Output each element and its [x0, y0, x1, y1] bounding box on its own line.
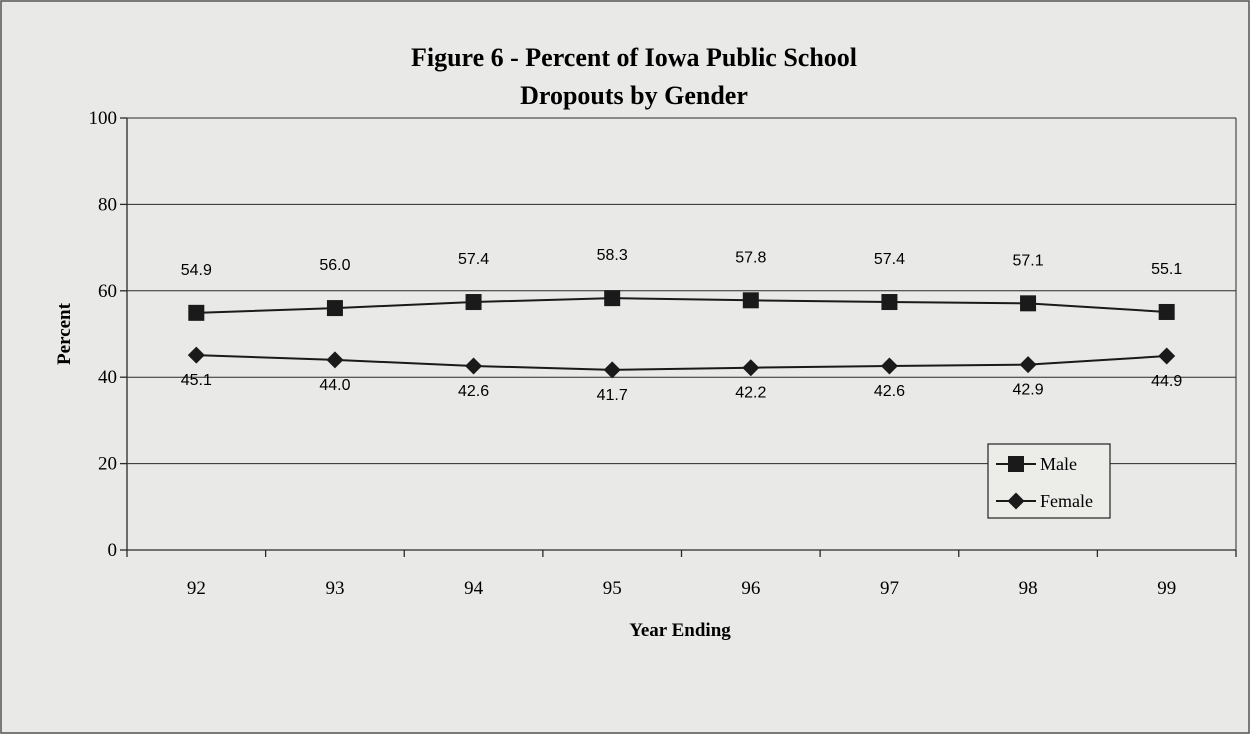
female-data-label-92: 45.1	[181, 372, 212, 389]
female-data-label-98: 42.9	[1012, 382, 1043, 399]
male-point-92	[188, 304, 205, 321]
y-tick-label-40: 40	[98, 367, 117, 388]
x-tick-label-97: 97	[880, 578, 899, 599]
y-axis-title: Percent	[54, 302, 75, 365]
female-point-95	[603, 361, 621, 379]
female-data-label-94: 42.6	[458, 383, 489, 400]
female-data-label-93: 44.0	[319, 377, 350, 394]
legend-label-male: Male	[1040, 454, 1077, 474]
male-series-line	[196, 297, 1167, 314]
male-data-label-99: 55.1	[1151, 261, 1182, 278]
male-point-93	[326, 300, 343, 317]
female-data-label-97: 42.6	[874, 383, 905, 400]
data-labels: 54.9 56.0 57.4 58.3 57.8 57.4 57.1 55.1 45.1 44.0…	[181, 247, 1183, 404]
female-data-label-96: 42.2	[735, 385, 766, 402]
male-point-95	[604, 290, 621, 307]
male-data-label-95: 58.3	[597, 247, 628, 264]
y-tick-label-0: 0	[108, 540, 118, 561]
female-point-98	[1019, 356, 1037, 374]
female-data-label-95: 41.7	[597, 387, 628, 404]
x-tick-label-98: 98	[1019, 578, 1038, 599]
female-point-96	[742, 359, 760, 377]
male-point-94	[465, 294, 482, 311]
y-tick-label-60: 60	[98, 281, 117, 302]
female-point-92	[187, 346, 205, 364]
female-point-94	[465, 357, 483, 375]
male-data-label-98: 57.1	[1012, 252, 1043, 269]
x-tick-label-96: 96	[741, 578, 760, 599]
male-data-label-96: 57.8	[735, 249, 766, 266]
x-tick-label-95: 95	[603, 578, 622, 599]
female-point-99	[1158, 347, 1176, 365]
legend-marker-female	[1007, 492, 1025, 510]
male-data-label-92: 54.9	[181, 262, 212, 279]
female-series-line	[196, 354, 1167, 371]
gridlines	[127, 117, 1236, 465]
female-data-label-99: 44.9	[1151, 373, 1182, 390]
male-point-97	[881, 294, 898, 311]
male-data-label-93: 56.0	[319, 257, 350, 274]
female-point-93	[326, 351, 344, 369]
male-data-label-94: 57.4	[458, 251, 489, 268]
legend: Male Female	[987, 443, 1111, 519]
x-tick-label-99: 99	[1157, 578, 1176, 599]
y-tick-label-100: 100	[89, 108, 118, 129]
x-axis-ticks: 92 93 94 95 96 97 98 99	[126, 550, 1237, 599]
chart-title-line-2: Dropouts by Gender	[520, 81, 748, 110]
y-tick-label-80: 80	[98, 194, 117, 215]
legend-label-female: Female	[1040, 491, 1093, 511]
x-tick-label-93: 93	[325, 578, 344, 599]
y-tick-label-20: 20	[98, 454, 117, 475]
x-tick-label-94: 94	[464, 578, 484, 599]
male-data-label-97: 57.4	[874, 251, 905, 268]
series-layer	[187, 290, 1176, 379]
x-tick-label-92: 92	[187, 578, 206, 599]
chart-title-line-1: Figure 6 - Percent of Iowa Public School	[411, 43, 857, 72]
male-point-98	[1020, 295, 1037, 312]
male-point-96	[742, 292, 759, 309]
y-axis-ticks: 0 20 40 60 80 100	[89, 108, 127, 561]
legend-marker-male	[1008, 456, 1024, 472]
x-axis-title: Year Ending	[629, 620, 731, 641]
male-point-99	[1158, 303, 1175, 320]
female-point-97	[880, 357, 898, 375]
